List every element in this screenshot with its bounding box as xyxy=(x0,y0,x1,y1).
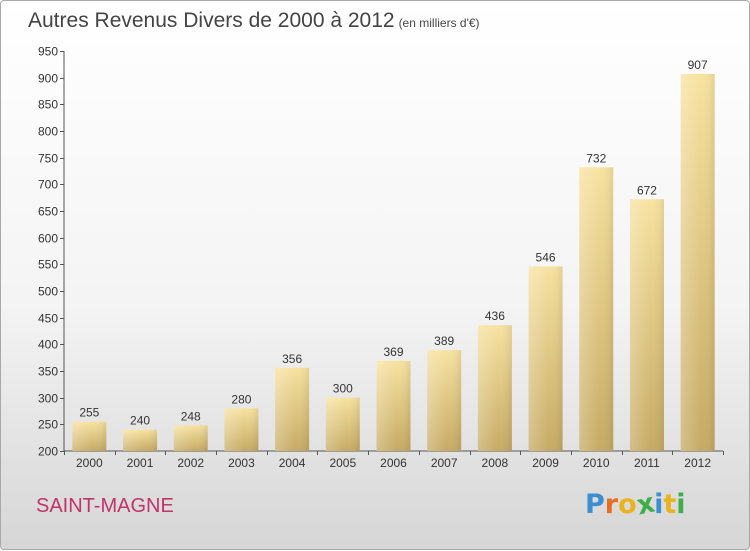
data-label: 240 xyxy=(130,414,150,428)
x-tick-label: 2002 xyxy=(177,456,204,470)
data-label: 280 xyxy=(231,392,251,406)
y-tick-label: 750 xyxy=(38,152,58,166)
x-tick-label: 2000 xyxy=(76,456,103,470)
data-label: 732 xyxy=(586,151,606,165)
x-tick-label: 2003 xyxy=(228,456,255,470)
chart-title-text: Autres Revenus Divers de 2000 à 2012 xyxy=(28,9,395,32)
chart-title: Autres Revenus Divers de 2000 à 2012 (en … xyxy=(28,9,480,33)
y-tick-label: 700 xyxy=(38,178,58,192)
data-label: 672 xyxy=(637,183,657,197)
data-label: 369 xyxy=(383,345,403,359)
bar-shade-2005 xyxy=(325,397,360,451)
y-tick-label: 300 xyxy=(38,392,58,406)
x-tick-label: 2011 xyxy=(634,456,660,470)
data-label: 300 xyxy=(333,382,353,396)
y-tick-label: 650 xyxy=(38,205,58,219)
x-tick-label: 2007 xyxy=(431,456,458,470)
bar-shade-2008 xyxy=(477,325,512,451)
y-tick-label: 500 xyxy=(38,285,58,299)
x-tick-label: 2006 xyxy=(380,456,407,470)
x-tick-label: 2005 xyxy=(329,456,356,470)
bar-shade-2000 xyxy=(72,421,107,451)
data-label: 546 xyxy=(536,250,556,264)
bar-shade-2004 xyxy=(275,367,310,451)
data-label: 248 xyxy=(181,409,201,423)
logo-letter: r xyxy=(604,489,619,520)
logo-letter: o xyxy=(618,489,637,520)
bar-shade-2001 xyxy=(123,429,158,451)
chart-subtitle: (en milliers d'€) xyxy=(398,16,480,30)
data-label: 907 xyxy=(688,58,708,72)
x-tick-label: 2010 xyxy=(583,456,610,470)
bar-shade-2003 xyxy=(224,408,259,451)
y-tick-label: 550 xyxy=(38,258,58,272)
y-tick-label: 400 xyxy=(38,338,58,352)
bar-shade-2002 xyxy=(173,425,208,451)
data-label: 389 xyxy=(434,334,454,348)
x-tick-label: 2008 xyxy=(482,456,509,470)
data-label: 255 xyxy=(79,406,99,420)
x-tick-label: 2009 xyxy=(532,456,559,470)
bar-shade-2012 xyxy=(680,73,715,451)
y-tick-label: 250 xyxy=(38,418,58,432)
y-tick-label: 900 xyxy=(38,72,58,86)
y-tick-label: 450 xyxy=(38,312,58,326)
bar-shade-2007 xyxy=(427,350,462,451)
bar-shade-2011 xyxy=(629,199,664,451)
bar-shade-2006 xyxy=(376,360,411,451)
logo-letter: P xyxy=(585,489,605,520)
data-label: 436 xyxy=(485,309,505,323)
y-tick-label: 200 xyxy=(38,445,58,459)
y-tick-label: 600 xyxy=(38,232,58,246)
y-tick-label: 350 xyxy=(38,365,58,379)
x-tick-label: 2004 xyxy=(279,456,306,470)
y-tick-label: 800 xyxy=(38,125,58,139)
proxiti-logo[interactable]: Proxiti xyxy=(585,488,686,522)
data-label: 356 xyxy=(282,352,302,366)
y-tick-label: 850 xyxy=(38,98,58,112)
y-tick-label: 950 xyxy=(38,45,58,59)
bar-shade-2009 xyxy=(528,266,563,451)
commune-name: SAINT-MAGNE xyxy=(36,495,174,517)
logo-letter: i xyxy=(654,489,664,520)
logo-letter: i xyxy=(676,489,686,520)
x-tick-label: 2001 xyxy=(127,456,154,470)
logo-letter: t xyxy=(663,489,677,520)
bar-shade-2010 xyxy=(579,167,614,451)
x-tick-label: 2012 xyxy=(684,456,711,470)
